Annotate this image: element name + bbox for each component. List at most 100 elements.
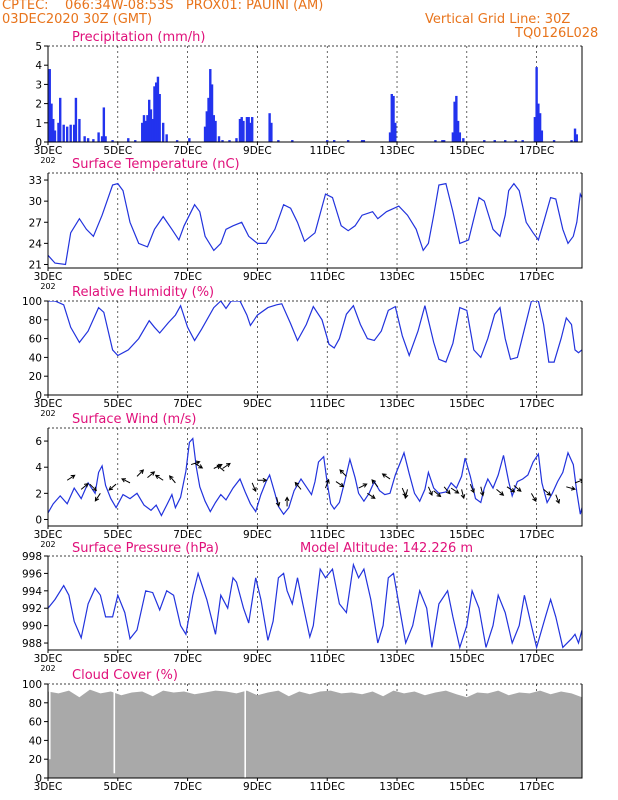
rh-x-tick-label: 7DEC: [173, 398, 202, 410]
precip-bar: [209, 69, 212, 142]
wind-x-under-text: 202: [40, 540, 55, 549]
precip-bar: [188, 138, 191, 142]
wind-vector-arrow: [325, 478, 330, 489]
temp-plot-area: [48, 182, 582, 266]
pres-plot-area: [48, 562, 582, 650]
precip-bar: [228, 140, 231, 142]
temp-x-tick-label: 7DEC: [173, 271, 202, 283]
wind-vector-arrow: [381, 473, 391, 480]
precip-bar: [212, 115, 215, 142]
precip-bar: [442, 140, 446, 142]
precip-bar: [156, 76, 160, 142]
wind-frame: [47, 428, 583, 527]
precip-bar: [65, 126, 69, 142]
precip-frame: [47, 46, 583, 143]
cloud-x-tick-label: 13DEC: [379, 781, 414, 793]
precip-bar: [245, 117, 249, 142]
precip-y-tick-label: 2: [35, 99, 42, 111]
wind-y-tick-label: 0: [35, 514, 42, 526]
precip-bar: [249, 122, 252, 142]
precip-bar: [451, 132, 455, 142]
temp-x-tick-label: 5DEC: [103, 271, 132, 283]
precip-bar: [277, 140, 280, 142]
rh-title: Relative Humidity (%): [72, 285, 214, 300]
precip-bar: [151, 118, 154, 142]
cloud-title: Cloud Cover (%): [72, 668, 178, 683]
pres-y-tick-label: 998: [22, 551, 42, 563]
wind-y-tick-label: 6: [35, 436, 42, 448]
pres-annotation: Model Altitude: 142.226 m: [300, 541, 473, 556]
rh-y-tick-label: 40: [29, 352, 42, 364]
precip-bar: [394, 122, 397, 142]
precip-x-tick-label: 3DEC: [34, 145, 63, 157]
precip-bar: [102, 107, 106, 142]
precip-bar: [69, 124, 72, 142]
precip-bar: [514, 140, 517, 142]
cloud-dip: [113, 684, 116, 774]
precip-bar: [142, 115, 146, 142]
precip-y-tick-label: 1: [35, 118, 42, 130]
precip-bar: [127, 138, 130, 142]
precip-bar: [493, 140, 496, 142]
rh-x-tick-label: 13DEC: [379, 398, 414, 410]
precip-bar: [291, 140, 294, 142]
rh-y-tick-label: 20: [29, 371, 42, 383]
precip-bar: [332, 140, 336, 142]
precip-plot-area: [48, 67, 578, 142]
rh-x-under-text: 202: [40, 409, 55, 418]
pres-y-tick-label: 994: [22, 586, 42, 598]
precip-bar: [235, 138, 238, 142]
precip-panel: 0 1 2 3 4 5 3DEC 5DEC 7DEC 9DEC 11DEC 13DEC 15DEC 17D…: [34, 30, 583, 165]
wind-vector-arrow: [506, 486, 516, 493]
cloud-x-tick-label: 3DEC: [34, 781, 63, 793]
rh-frame: [47, 301, 583, 396]
cloud-frame: [47, 684, 583, 779]
precip-bar: [573, 128, 577, 142]
wind-plot-area: [48, 437, 582, 517]
precip-x-tick-label: 15DEC: [449, 145, 484, 157]
precip-x-tick-label: 9DEC: [243, 145, 272, 157]
precip-bar: [158, 94, 161, 142]
precip-bar: [165, 134, 168, 142]
wind-vector-arrow: [469, 483, 475, 494]
precip-bar: [78, 118, 81, 142]
pres-x-tick-label: 11DEC: [310, 653, 345, 665]
wind-vector-arrow: [222, 462, 231, 469]
wind-vector-arrow: [136, 469, 145, 477]
wind-vector-arrow: [513, 485, 522, 492]
rh-x-tick-label: 5DEC: [103, 398, 132, 410]
header-model-id: TQ0126L028: [515, 26, 599, 41]
precip-bar: [48, 69, 51, 142]
precip-bar: [57, 122, 60, 142]
cloud-x-tick-label: 15DEC: [449, 781, 484, 793]
precip-bar: [175, 140, 179, 142]
temp-x-tick-label: 3DEC: [34, 271, 63, 283]
precip-bar: [144, 120, 147, 142]
cloud-dip: [48, 684, 51, 760]
wind-vector-arrow: [216, 464, 225, 472]
wind-x-tick-label: 5DEC: [103, 529, 132, 541]
wind-vector-arrow: [284, 496, 290, 507]
temp-x-tick-label: 13DEC: [379, 271, 414, 283]
wind-vector-arrow: [154, 474, 164, 481]
precip-title: Precipitation (mm/h): [72, 30, 205, 45]
precip-bar: [100, 136, 104, 142]
precip-bar: [238, 118, 242, 142]
wind-y-tick-label: 2: [35, 488, 42, 500]
wind-vector-arrow: [566, 486, 576, 491]
pres-series-line: [48, 562, 582, 650]
precip-bar: [149, 109, 153, 142]
cloud-x-tick-label: 11DEC: [310, 781, 345, 793]
precip-x-tick-label: 11DEC: [310, 145, 345, 157]
rh-y-tick-label: 80: [29, 315, 42, 327]
precip-bar: [221, 140, 224, 142]
precip-bar: [453, 101, 456, 142]
precip-bar: [538, 113, 542, 142]
wind-title: Surface Wind (m/s): [72, 412, 196, 427]
cloud-y-tick-label: 40: [29, 735, 42, 747]
rh-y-tick-label: 60: [29, 334, 42, 346]
precip-bar: [134, 140, 137, 142]
temp-y-tick-label: 27: [29, 217, 42, 229]
rh-plot-area: [48, 301, 582, 363]
wind-vector-arrow: [66, 474, 76, 481]
